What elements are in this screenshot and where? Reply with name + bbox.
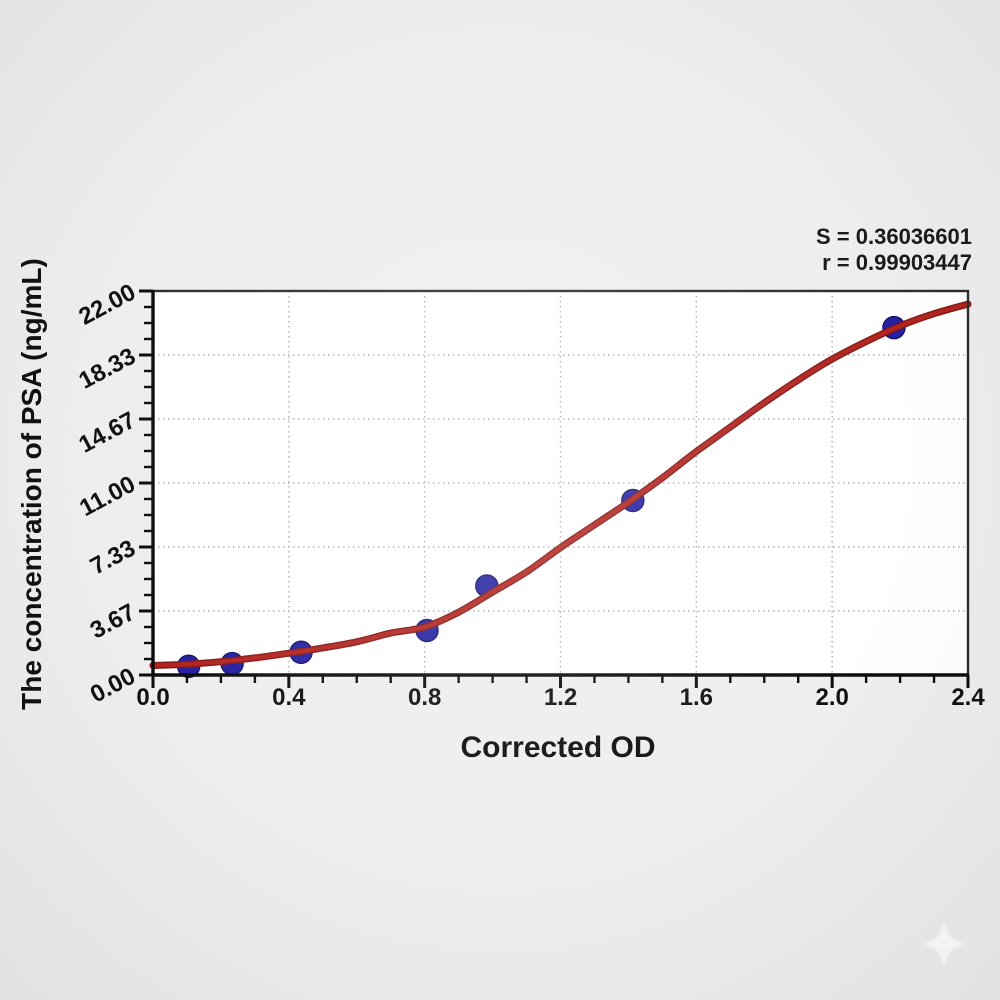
x-tick-label: 1.6 (679, 684, 714, 711)
standard-curve (150, 302, 971, 668)
x-tick-label: 2.0 (815, 684, 849, 711)
x-tick-label: 1.2 (543, 684, 578, 711)
r-value-text: r = 0.99903447 (822, 250, 972, 275)
x-tick-label: 0.8 (407, 684, 442, 711)
x-tick-label: 0.4 (272, 684, 306, 711)
s-value-text: S = 0.36036601 (816, 224, 972, 249)
y-axis-title: The concentration of PSA (ng/mL) (16, 258, 47, 710)
x-axis-title: Corrected OD (460, 731, 656, 764)
sparkle-star-icon (919, 919, 969, 969)
x-tick-label: 2.4 (951, 684, 985, 711)
fit-statistics: S = 0.36036601 r = 0.99903447 (816, 224, 972, 276)
x-tick-label: 0.0 (136, 684, 170, 711)
